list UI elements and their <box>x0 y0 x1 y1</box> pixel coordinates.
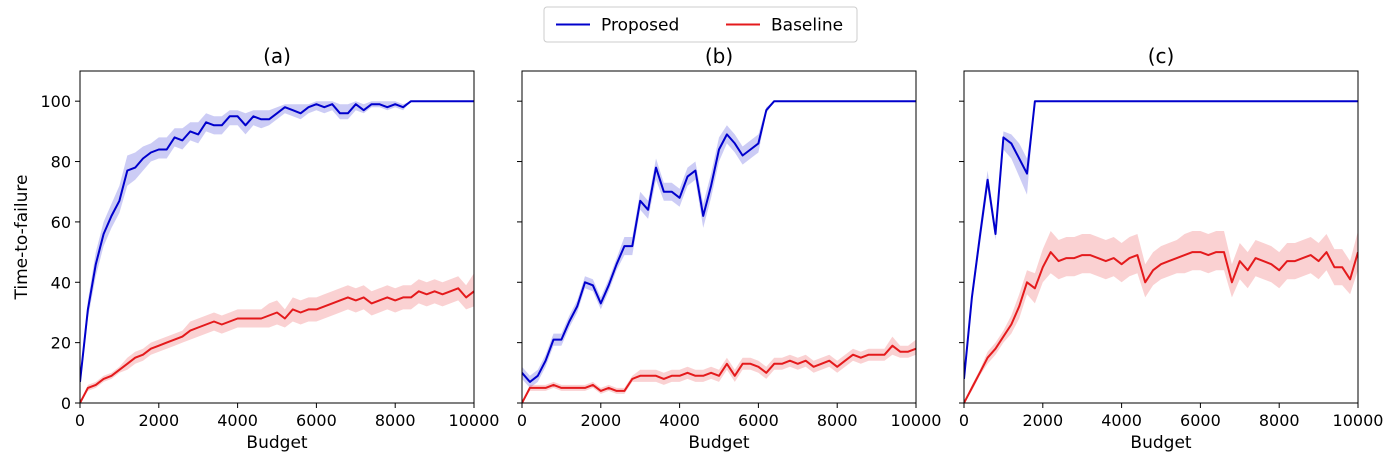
panel-a-x-tick-label: 10000 <box>449 411 500 430</box>
panel-c-x-tick-label: 4000 <box>1101 411 1142 430</box>
panel-b-baseline-line <box>522 344 916 403</box>
panel-a-y-tick-label: 60 <box>51 213 71 232</box>
legend-baseline-label: Baseline <box>771 16 843 36</box>
panel-c: 0 2000 4000 6000 8000 10000 (c) Budget <box>959 44 1384 453</box>
panel-a-y-tick-label: 80 <box>51 153 71 172</box>
panel-b-proposed-band <box>522 101 916 388</box>
panel-a-title: (a) <box>263 44 291 68</box>
panel-b-baseline-band <box>522 336 916 403</box>
panel-c-x-axis-label: Budget <box>1130 433 1191 453</box>
panel-b-plot-area <box>522 100 916 403</box>
panel-a-y-tick-label: 0 <box>61 394 71 413</box>
panel-b-proposed-line <box>522 100 916 383</box>
panel-c-x-tick-label: 0 <box>959 411 969 430</box>
panel-c-title: (c) <box>1148 44 1175 68</box>
panel-a-x-axis-label: Budget <box>246 433 307 453</box>
panel-b-x-tick-label: 0 <box>517 411 527 430</box>
panel-b-frame <box>521 70 917 404</box>
panel-a-y-axis-label: Time-to-failure <box>12 175 32 301</box>
panel-a-x-tick-label: 0 <box>75 411 85 430</box>
panel-a-x-tick-label: 8000 <box>375 411 416 430</box>
panel-b-x-tick-label: 6000 <box>738 411 779 430</box>
panel-a-y-tick-label: 100 <box>40 92 71 111</box>
panel-a-x-tick-label: 6000 <box>296 411 337 430</box>
panel-b-x-tick-label: 2000 <box>580 411 621 430</box>
legend-proposed-label: Proposed <box>601 16 679 36</box>
legend: Proposed Baseline <box>543 6 858 43</box>
panel-b-x-tick-label: 10000 <box>891 411 942 430</box>
panel-a-x-tick-label: 4000 <box>217 411 258 430</box>
panel-c-x-tick-label: 10000 <box>1333 411 1384 430</box>
panel-c-frame <box>963 70 1359 404</box>
panel-a: 0 2000 4000 6000 8000 10000 0 20 40 60 80 100 (a) Bud… <box>12 44 499 453</box>
panel-c-plot-area <box>964 100 1358 403</box>
panel-b-x-tick-label: 8000 <box>817 411 858 430</box>
panel-c-baseline-band <box>964 231 1358 403</box>
panel-b-x-tick-label: 4000 <box>659 411 700 430</box>
panel-a-frame <box>79 70 475 404</box>
panel-a-x-tick-label: 2000 <box>138 411 179 430</box>
panel-b: 0 2000 4000 6000 8000 10000 (b) Budget <box>517 44 942 453</box>
panel-a-proposed-band <box>80 101 474 388</box>
panel-b-title: (b) <box>705 44 733 68</box>
panel-a-plot-area <box>80 100 474 403</box>
panel-a-y-tick-label: 40 <box>51 273 71 292</box>
panel-c-proposed-line <box>964 100 1358 379</box>
panel-a-proposed-line <box>80 100 474 383</box>
panel-b-x-axis-label: Budget <box>688 433 749 453</box>
panel-a-y-tick-label: 20 <box>51 334 71 353</box>
panel-c-baseline-line <box>964 251 1358 403</box>
panel-a-baseline-band <box>80 273 474 403</box>
panel-c-x-tick-label: 8000 <box>1259 411 1300 430</box>
panel-c-x-tick-label: 6000 <box>1180 411 1221 430</box>
panel-c-x-tick-label: 2000 <box>1022 411 1063 430</box>
panel-a-baseline-line <box>80 287 474 403</box>
legend-frame <box>543 6 858 43</box>
